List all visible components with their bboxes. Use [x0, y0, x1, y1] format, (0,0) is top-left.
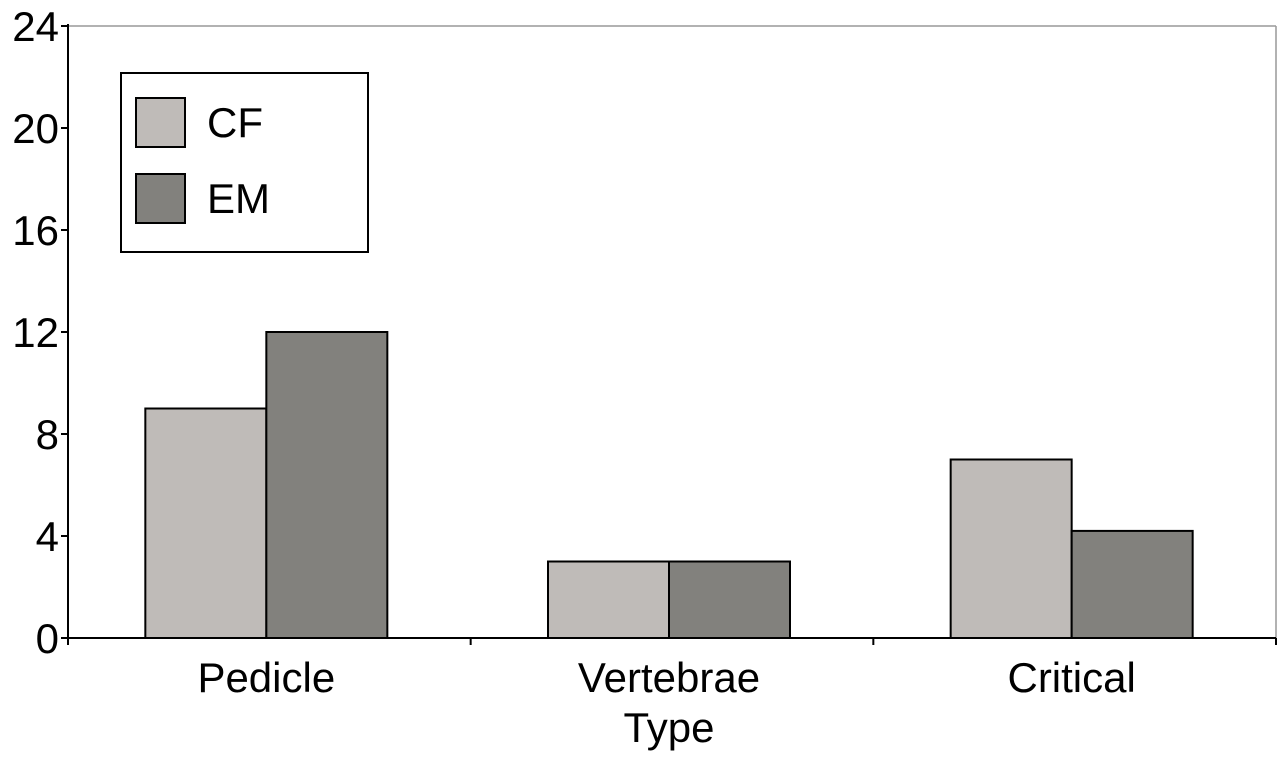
axes: 0 4 8 12 16 20 24 Pedicle Vertebrae Type Critical — [12, 3, 1277, 751]
x-tick-label: Pedicle — [197, 654, 335, 701]
bar-cf-0 — [144, 407, 268, 639]
plot-frame — [68, 25, 1277, 638]
x-tick-label: Vertebrae Type — [578, 654, 760, 751]
y-tick-label: 0 — [36, 615, 59, 662]
x-tick-label: Critical — [1007, 654, 1135, 701]
bar-cf-2 — [949, 458, 1073, 639]
y-tick-label: 4 — [36, 513, 59, 560]
legend-swatch-cf — [135, 97, 186, 148]
bar-em-0 — [265, 331, 389, 639]
legend: CF EM — [120, 72, 369, 253]
y-tick-label: 20 — [12, 105, 59, 152]
legend-label-cf: CF — [207, 99, 263, 146]
y-tick-label: 16 — [12, 207, 59, 254]
legend-label-em: EM — [207, 175, 270, 222]
bar-cf-1 — [547, 560, 670, 639]
bar-em-2 — [1070, 529, 1194, 640]
bar-em-1 — [668, 560, 791, 639]
bars — [144, 331, 1194, 640]
legend-swatch-em — [135, 173, 186, 224]
y-tick-label: 24 — [12, 3, 59, 50]
y-tick-label: 12 — [12, 309, 59, 356]
y-tick-label: 8 — [36, 411, 59, 458]
